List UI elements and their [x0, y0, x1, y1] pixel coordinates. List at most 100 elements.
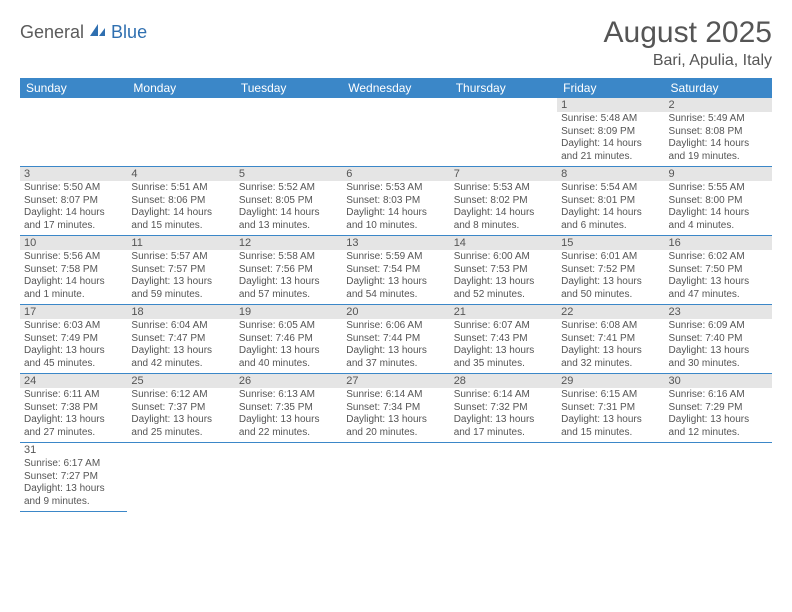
calendar-day: 1Sunrise: 5:48 AMSunset: 8:09 PMDaylight…	[557, 98, 664, 167]
calendar-row: 31Sunrise: 6:17 AMSunset: 7:27 PMDayligh…	[20, 443, 772, 512]
day-number: 20	[342, 305, 449, 319]
calendar-day: 24Sunrise: 6:11 AMSunset: 7:38 PMDayligh…	[20, 374, 127, 443]
calendar-row: 10Sunrise: 5:56 AMSunset: 7:58 PMDayligh…	[20, 236, 772, 305]
logo: General Blue	[20, 22, 147, 43]
day-number: 19	[235, 305, 342, 319]
day-info: Sunrise: 5:55 AMSunset: 8:00 PMDaylight:…	[665, 181, 772, 235]
day-info: Sunrise: 5:51 AMSunset: 8:06 PMDaylight:…	[127, 181, 234, 235]
day-header: Saturday	[665, 78, 772, 98]
calendar-day: 27Sunrise: 6:14 AMSunset: 7:34 PMDayligh…	[342, 374, 449, 443]
day-number: 24	[20, 374, 127, 388]
day-info: Sunrise: 5:54 AMSunset: 8:01 PMDaylight:…	[557, 181, 664, 235]
calendar-empty	[235, 443, 342, 512]
day-number: 17	[20, 305, 127, 319]
day-number: 1	[557, 98, 664, 112]
calendar-empty	[342, 443, 449, 512]
calendar-empty	[127, 98, 234, 167]
calendar-empty	[127, 443, 234, 512]
day-number: 22	[557, 305, 664, 319]
calendar-day: 9Sunrise: 5:55 AMSunset: 8:00 PMDaylight…	[665, 167, 772, 236]
day-number: 12	[235, 236, 342, 250]
day-number: 29	[557, 374, 664, 388]
day-number: 21	[450, 305, 557, 319]
day-number: 3	[20, 167, 127, 181]
calendar-day: 22Sunrise: 6:08 AMSunset: 7:41 PMDayligh…	[557, 305, 664, 374]
calendar-day: 28Sunrise: 6:14 AMSunset: 7:32 PMDayligh…	[450, 374, 557, 443]
calendar-day: 26Sunrise: 6:13 AMSunset: 7:35 PMDayligh…	[235, 374, 342, 443]
day-header: Wednesday	[342, 78, 449, 98]
day-info: Sunrise: 5:58 AMSunset: 7:56 PMDaylight:…	[235, 250, 342, 304]
calendar-day: 21Sunrise: 6:07 AMSunset: 7:43 PMDayligh…	[450, 305, 557, 374]
day-info: Sunrise: 6:00 AMSunset: 7:53 PMDaylight:…	[450, 250, 557, 304]
day-number: 26	[235, 374, 342, 388]
day-number: 6	[342, 167, 449, 181]
day-info: Sunrise: 6:13 AMSunset: 7:35 PMDaylight:…	[235, 388, 342, 442]
day-info: Sunrise: 6:14 AMSunset: 7:32 PMDaylight:…	[450, 388, 557, 442]
calendar-day: 8Sunrise: 5:54 AMSunset: 8:01 PMDaylight…	[557, 167, 664, 236]
day-info: Sunrise: 6:05 AMSunset: 7:46 PMDaylight:…	[235, 319, 342, 373]
calendar-day: 30Sunrise: 6:16 AMSunset: 7:29 PMDayligh…	[665, 374, 772, 443]
day-number: 25	[127, 374, 234, 388]
day-number: 23	[665, 305, 772, 319]
day-number: 9	[665, 167, 772, 181]
calendar-day: 14Sunrise: 6:00 AMSunset: 7:53 PMDayligh…	[450, 236, 557, 305]
day-header: Thursday	[450, 78, 557, 98]
day-number: 2	[665, 98, 772, 112]
calendar-day: 4Sunrise: 5:51 AMSunset: 8:06 PMDaylight…	[127, 167, 234, 236]
day-number: 10	[20, 236, 127, 250]
month-title: August 2025	[604, 16, 772, 50]
day-info: Sunrise: 6:01 AMSunset: 7:52 PMDaylight:…	[557, 250, 664, 304]
day-number: 30	[665, 374, 772, 388]
day-number: 28	[450, 374, 557, 388]
calendar-empty	[235, 98, 342, 167]
day-number: 11	[127, 236, 234, 250]
day-number: 15	[557, 236, 664, 250]
day-info: Sunrise: 6:14 AMSunset: 7:34 PMDaylight:…	[342, 388, 449, 442]
calendar-day: 6Sunrise: 5:53 AMSunset: 8:03 PMDaylight…	[342, 167, 449, 236]
calendar-day: 29Sunrise: 6:15 AMSunset: 7:31 PMDayligh…	[557, 374, 664, 443]
calendar-empty	[20, 98, 127, 167]
day-info: Sunrise: 5:57 AMSunset: 7:57 PMDaylight:…	[127, 250, 234, 304]
calendar-day: 13Sunrise: 5:59 AMSunset: 7:54 PMDayligh…	[342, 236, 449, 305]
calendar-day: 20Sunrise: 6:06 AMSunset: 7:44 PMDayligh…	[342, 305, 449, 374]
calendar-empty	[450, 443, 557, 512]
logo-text-blue: Blue	[111, 22, 147, 43]
day-info: Sunrise: 6:16 AMSunset: 7:29 PMDaylight:…	[665, 388, 772, 442]
day-info: Sunrise: 6:08 AMSunset: 7:41 PMDaylight:…	[557, 319, 664, 373]
calendar-day: 15Sunrise: 6:01 AMSunset: 7:52 PMDayligh…	[557, 236, 664, 305]
calendar-table: SundayMondayTuesdayWednesdayThursdayFrid…	[20, 78, 772, 512]
day-info: Sunrise: 6:12 AMSunset: 7:37 PMDaylight:…	[127, 388, 234, 442]
day-number: 16	[665, 236, 772, 250]
day-number: 31	[20, 443, 127, 457]
calendar-day: 31Sunrise: 6:17 AMSunset: 7:27 PMDayligh…	[20, 443, 127, 512]
day-info: Sunrise: 5:53 AMSunset: 8:03 PMDaylight:…	[342, 181, 449, 235]
day-info: Sunrise: 6:02 AMSunset: 7:50 PMDaylight:…	[665, 250, 772, 304]
day-info: Sunrise: 6:07 AMSunset: 7:43 PMDaylight:…	[450, 319, 557, 373]
day-info: Sunrise: 6:03 AMSunset: 7:49 PMDaylight:…	[20, 319, 127, 373]
calendar-day: 25Sunrise: 6:12 AMSunset: 7:37 PMDayligh…	[127, 374, 234, 443]
location-text: Bari, Apulia, Italy	[604, 52, 772, 70]
calendar-day: 18Sunrise: 6:04 AMSunset: 7:47 PMDayligh…	[127, 305, 234, 374]
day-info: Sunrise: 6:04 AMSunset: 7:47 PMDaylight:…	[127, 319, 234, 373]
day-info: Sunrise: 5:52 AMSunset: 8:05 PMDaylight:…	[235, 181, 342, 235]
calendar-row: 1Sunrise: 5:48 AMSunset: 8:09 PMDaylight…	[20, 98, 772, 167]
calendar-empty	[342, 98, 449, 167]
day-number: 5	[235, 167, 342, 181]
day-info: Sunrise: 6:15 AMSunset: 7:31 PMDaylight:…	[557, 388, 664, 442]
day-number: 18	[127, 305, 234, 319]
day-info: Sunrise: 5:56 AMSunset: 7:58 PMDaylight:…	[20, 250, 127, 304]
day-info: Sunrise: 6:09 AMSunset: 7:40 PMDaylight:…	[665, 319, 772, 373]
logo-text-general: General	[20, 22, 84, 43]
day-header: Tuesday	[235, 78, 342, 98]
calendar-row: 3Sunrise: 5:50 AMSunset: 8:07 PMDaylight…	[20, 167, 772, 236]
calendar-day: 17Sunrise: 6:03 AMSunset: 7:49 PMDayligh…	[20, 305, 127, 374]
day-number: 14	[450, 236, 557, 250]
day-info: Sunrise: 5:48 AMSunset: 8:09 PMDaylight:…	[557, 112, 664, 166]
day-header: Monday	[127, 78, 234, 98]
page-header: General Blue August 2025 Bari, Apulia, I…	[20, 16, 772, 70]
calendar-empty	[450, 98, 557, 167]
calendar-row: 24Sunrise: 6:11 AMSunset: 7:38 PMDayligh…	[20, 374, 772, 443]
day-header: Sunday	[20, 78, 127, 98]
calendar-day: 16Sunrise: 6:02 AMSunset: 7:50 PMDayligh…	[665, 236, 772, 305]
day-info: Sunrise: 6:06 AMSunset: 7:44 PMDaylight:…	[342, 319, 449, 373]
